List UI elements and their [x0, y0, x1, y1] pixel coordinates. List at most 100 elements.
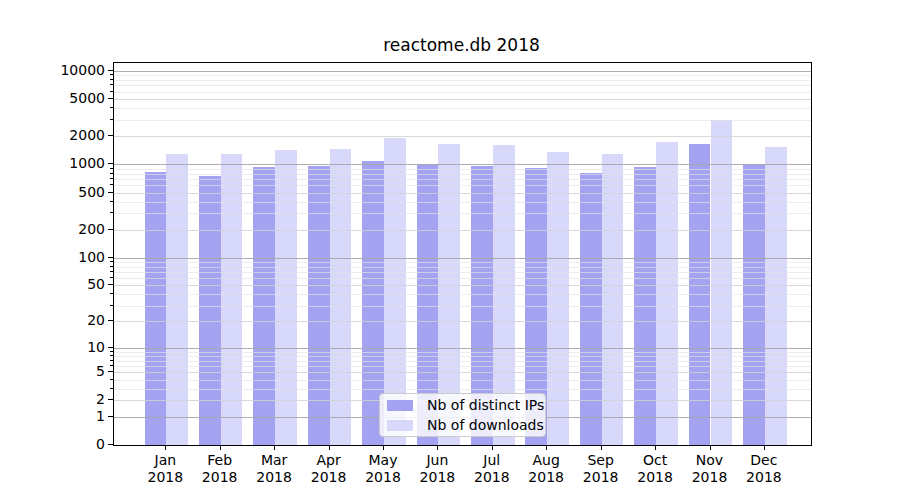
x-tick-mark [601, 445, 602, 450]
y-minor-tick-mark [110, 365, 113, 366]
y-tick-mark [108, 98, 113, 99]
gridline [114, 80, 811, 81]
legend: Nb of distinct IPs Nb of downloads [379, 393, 546, 437]
y-tick-mark [108, 229, 113, 230]
x-tick-mark [383, 445, 384, 450]
legend-item-downloads: Nb of downloads [387, 417, 545, 434]
y-minor-tick-mark [110, 173, 113, 174]
y-minor-tick-mark [110, 293, 113, 294]
y-minor-tick-mark [110, 184, 113, 185]
x-tick-mark [220, 445, 221, 450]
gridline [114, 361, 811, 362]
gridline [114, 136, 811, 137]
gridline [114, 213, 811, 214]
y-tick-label: 50 [43, 276, 105, 292]
legend-label: Nb of downloads [427, 417, 544, 434]
y-tick-mark [108, 444, 113, 445]
y-minor-tick-mark [110, 84, 113, 85]
y-tick-mark [108, 135, 113, 136]
x-tick-mark [329, 445, 330, 450]
y-tick-mark [108, 163, 113, 164]
legend-swatch-downloads [387, 420, 413, 431]
x-tick-label-mar: Mar2018 [244, 452, 304, 486]
gridline [114, 294, 811, 295]
x-tick-label-apr: Apr2018 [299, 452, 359, 486]
y-minor-tick-mark [110, 266, 113, 267]
gridline [114, 230, 811, 231]
gridline [114, 202, 811, 203]
gridline [114, 99, 811, 100]
y-minor-tick-mark [110, 91, 113, 92]
y-tick-mark [108, 416, 113, 417]
y-minor-tick-mark [110, 305, 113, 306]
y-minor-tick-mark [110, 168, 113, 169]
y-tick-mark [108, 70, 113, 71]
y-minor-tick-mark [110, 74, 113, 75]
y-tick-label: 200 [43, 221, 105, 237]
y-tick-label: 500 [43, 184, 105, 200]
y-tick-label: 1000 [43, 155, 105, 171]
y-minor-tick-mark [110, 271, 113, 272]
y-minor-tick-mark [110, 119, 113, 120]
gridline [114, 389, 811, 390]
y-tick-label: 100 [43, 249, 105, 265]
x-tick-label-feb: Feb2018 [190, 452, 250, 486]
y-minor-tick-mark [110, 79, 113, 80]
gridline [114, 179, 811, 180]
y-minor-tick-mark [110, 351, 113, 352]
y-tick-label: 2 [43, 391, 105, 407]
y-tick-label: 0 [43, 436, 105, 452]
y-tick-mark [108, 399, 113, 400]
gridline [114, 108, 811, 109]
gridline [114, 272, 811, 273]
y-minor-tick-mark [110, 178, 113, 179]
gridline [114, 71, 811, 72]
y-tick-label: 10 [43, 339, 105, 355]
gridline [114, 285, 811, 286]
chart-title: reactome.db 2018 [113, 34, 810, 56]
gridline [114, 92, 811, 93]
x-tick-label-sep: Sep2018 [571, 452, 631, 486]
gridline [114, 169, 811, 170]
legend-label: Nb of distinct IPs [427, 397, 544, 414]
y-minor-tick-mark [110, 379, 113, 380]
gridline [114, 85, 811, 86]
x-tick-label-jun: Jun2018 [407, 452, 467, 486]
gridline [114, 267, 811, 268]
gridline [114, 306, 811, 307]
gridline [114, 372, 811, 373]
gridline [114, 174, 811, 175]
y-tick-mark [108, 284, 113, 285]
legend-item-distinct-ips: Nb of distinct IPs [387, 397, 545, 414]
x-tick-mark [492, 445, 493, 450]
x-tick-mark [437, 445, 438, 450]
y-tick-mark [108, 192, 113, 193]
x-tick-label-oct: Oct2018 [625, 452, 685, 486]
y-tick-label: 20 [43, 312, 105, 328]
y-tick-mark [108, 371, 113, 372]
y-minor-tick-mark [110, 261, 113, 262]
y-minor-tick-mark [110, 107, 113, 108]
y-minor-tick-mark [110, 201, 113, 202]
gridline [114, 262, 811, 263]
y-minor-tick-mark [110, 355, 113, 356]
x-tick-label-jan: Jan2018 [135, 452, 195, 486]
gridline [114, 185, 811, 186]
legend-swatch-distinct-ips [387, 400, 413, 411]
y-tick-label: 2000 [43, 127, 105, 143]
grid-layer [114, 63, 811, 445]
x-tick-mark [165, 445, 166, 450]
x-tick-label-may: May2018 [353, 452, 413, 486]
gridline [114, 164, 811, 165]
gridline [114, 352, 811, 353]
gridline [114, 356, 811, 357]
x-tick-mark [655, 445, 656, 450]
y-tick-mark [108, 320, 113, 321]
y-tick-mark [108, 347, 113, 348]
y-tick-mark [108, 257, 113, 258]
y-minor-tick-mark [110, 212, 113, 213]
x-tick-mark [710, 445, 711, 450]
gridline [114, 75, 811, 76]
gridline [114, 278, 811, 279]
gridline [114, 193, 811, 194]
